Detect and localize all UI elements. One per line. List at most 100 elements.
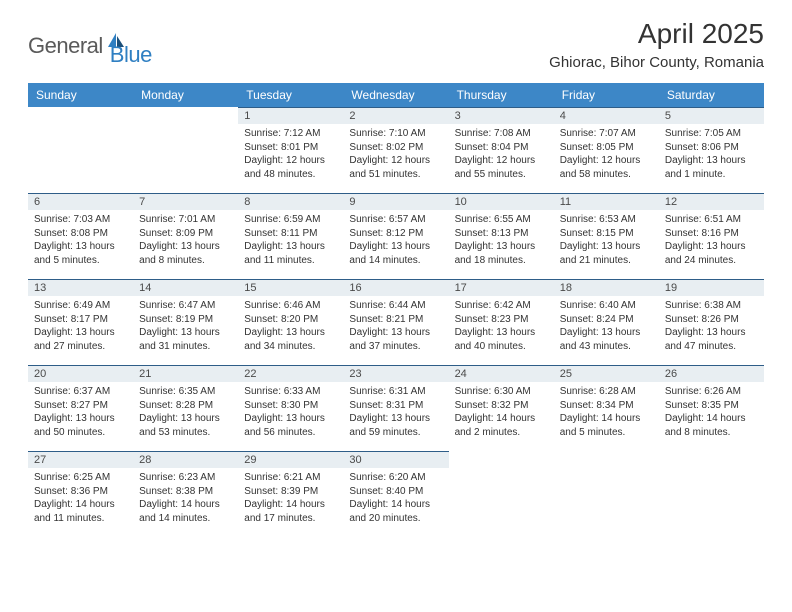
day-number: 20 bbox=[28, 365, 133, 382]
calendar-week-row: 6Sunrise: 7:03 AMSunset: 8:08 PMDaylight… bbox=[28, 193, 764, 279]
sunrise-text: Sunrise: 6:46 AM bbox=[244, 299, 337, 313]
sunrise-text: Sunrise: 6:38 AM bbox=[665, 299, 758, 313]
day-number: 28 bbox=[133, 451, 238, 468]
sunset-text: Sunset: 8:16 PM bbox=[665, 227, 758, 241]
day-details: Sunrise: 7:05 AMSunset: 8:06 PMDaylight:… bbox=[659, 124, 764, 181]
daylight-text: Daylight: 13 hours and 8 minutes. bbox=[139, 240, 232, 267]
sunset-text: Sunset: 8:27 PM bbox=[34, 399, 127, 413]
sunrise-text: Sunrise: 7:07 AM bbox=[560, 127, 653, 141]
location-label: Ghiorac, Bihor County, Romania bbox=[549, 54, 764, 71]
daylight-text: Daylight: 14 hours and 8 minutes. bbox=[665, 412, 758, 439]
daylight-text: Daylight: 13 hours and 50 minutes. bbox=[34, 412, 127, 439]
sunrise-text: Sunrise: 6:57 AM bbox=[349, 213, 442, 227]
day-details: Sunrise: 6:21 AMSunset: 8:39 PMDaylight:… bbox=[238, 468, 343, 525]
daylight-text: Daylight: 13 hours and 27 minutes. bbox=[34, 326, 127, 353]
daylight-text: Daylight: 13 hours and 34 minutes. bbox=[244, 326, 337, 353]
sunset-text: Sunset: 8:04 PM bbox=[455, 141, 548, 155]
day-number: 6 bbox=[28, 193, 133, 210]
day-number: 18 bbox=[554, 279, 659, 296]
day-number: 21 bbox=[133, 365, 238, 382]
day-number: 19 bbox=[659, 279, 764, 296]
sunset-text: Sunset: 8:17 PM bbox=[34, 313, 127, 327]
calendar-day-cell: 24Sunrise: 6:30 AMSunset: 8:32 PMDayligh… bbox=[449, 365, 554, 451]
day-details: Sunrise: 6:38 AMSunset: 8:26 PMDaylight:… bbox=[659, 296, 764, 353]
day-details: Sunrise: 6:31 AMSunset: 8:31 PMDaylight:… bbox=[343, 382, 448, 439]
calendar-day-cell: 21Sunrise: 6:35 AMSunset: 8:28 PMDayligh… bbox=[133, 365, 238, 451]
calendar-day-cell bbox=[449, 451, 554, 537]
calendar-day-cell: 18Sunrise: 6:40 AMSunset: 8:24 PMDayligh… bbox=[554, 279, 659, 365]
daylight-text: Daylight: 12 hours and 58 minutes. bbox=[560, 154, 653, 181]
sunrise-text: Sunrise: 6:30 AM bbox=[455, 385, 548, 399]
sunrise-text: Sunrise: 7:12 AM bbox=[244, 127, 337, 141]
day-number: 22 bbox=[238, 365, 343, 382]
day-number: 10 bbox=[449, 193, 554, 210]
day-number: 3 bbox=[449, 107, 554, 124]
header: General Blue April 2025 Ghiorac, Bihor C… bbox=[28, 18, 764, 71]
daylight-text: Daylight: 13 hours and 1 minute. bbox=[665, 154, 758, 181]
calendar-day-cell: 13Sunrise: 6:49 AMSunset: 8:17 PMDayligh… bbox=[28, 279, 133, 365]
sunrise-text: Sunrise: 6:59 AM bbox=[244, 213, 337, 227]
sunset-text: Sunset: 8:21 PM bbox=[349, 313, 442, 327]
sunset-text: Sunset: 8:28 PM bbox=[139, 399, 232, 413]
day-number bbox=[554, 451, 659, 468]
daylight-text: Daylight: 13 hours and 24 minutes. bbox=[665, 240, 758, 267]
calendar-day-cell bbox=[554, 451, 659, 537]
calendar-day-cell: 22Sunrise: 6:33 AMSunset: 8:30 PMDayligh… bbox=[238, 365, 343, 451]
calendar-week-row: 1Sunrise: 7:12 AMSunset: 8:01 PMDaylight… bbox=[28, 107, 764, 193]
weekday-header: Wednesday bbox=[343, 83, 448, 107]
day-number: 27 bbox=[28, 451, 133, 468]
daylight-text: Daylight: 14 hours and 14 minutes. bbox=[139, 498, 232, 525]
sunset-text: Sunset: 8:26 PM bbox=[665, 313, 758, 327]
day-number: 24 bbox=[449, 365, 554, 382]
daylight-text: Daylight: 14 hours and 20 minutes. bbox=[349, 498, 442, 525]
daylight-text: Daylight: 13 hours and 5 minutes. bbox=[34, 240, 127, 267]
calendar-day-cell: 28Sunrise: 6:23 AMSunset: 8:38 PMDayligh… bbox=[133, 451, 238, 537]
day-details: Sunrise: 6:35 AMSunset: 8:28 PMDaylight:… bbox=[133, 382, 238, 439]
day-number: 2 bbox=[343, 107, 448, 124]
daylight-text: Daylight: 13 hours and 31 minutes. bbox=[139, 326, 232, 353]
day-number: 25 bbox=[554, 365, 659, 382]
day-details: Sunrise: 6:25 AMSunset: 8:36 PMDaylight:… bbox=[28, 468, 133, 525]
day-number: 15 bbox=[238, 279, 343, 296]
sunrise-text: Sunrise: 6:53 AM bbox=[560, 213, 653, 227]
day-details: Sunrise: 6:23 AMSunset: 8:38 PMDaylight:… bbox=[133, 468, 238, 525]
sunrise-text: Sunrise: 6:33 AM bbox=[244, 385, 337, 399]
day-details: Sunrise: 6:44 AMSunset: 8:21 PMDaylight:… bbox=[343, 296, 448, 353]
daylight-text: Daylight: 13 hours and 14 minutes. bbox=[349, 240, 442, 267]
calendar-day-cell: 1Sunrise: 7:12 AMSunset: 8:01 PMDaylight… bbox=[238, 107, 343, 193]
calendar-day-cell: 15Sunrise: 6:46 AMSunset: 8:20 PMDayligh… bbox=[238, 279, 343, 365]
sunrise-text: Sunrise: 6:26 AM bbox=[665, 385, 758, 399]
day-details: Sunrise: 6:28 AMSunset: 8:34 PMDaylight:… bbox=[554, 382, 659, 439]
calendar-day-cell bbox=[133, 107, 238, 193]
calendar-week-row: 20Sunrise: 6:37 AMSunset: 8:27 PMDayligh… bbox=[28, 365, 764, 451]
sunrise-text: Sunrise: 6:55 AM bbox=[455, 213, 548, 227]
day-details: Sunrise: 6:59 AMSunset: 8:11 PMDaylight:… bbox=[238, 210, 343, 267]
sunset-text: Sunset: 8:38 PM bbox=[139, 485, 232, 499]
weekday-header-row: Sunday Monday Tuesday Wednesday Thursday… bbox=[28, 83, 764, 107]
day-details: Sunrise: 6:49 AMSunset: 8:17 PMDaylight:… bbox=[28, 296, 133, 353]
calendar-day-cell: 4Sunrise: 7:07 AMSunset: 8:05 PMDaylight… bbox=[554, 107, 659, 193]
day-number: 7 bbox=[133, 193, 238, 210]
calendar-day-cell bbox=[659, 451, 764, 537]
day-details: Sunrise: 6:53 AMSunset: 8:15 PMDaylight:… bbox=[554, 210, 659, 267]
sunrise-text: Sunrise: 6:21 AM bbox=[244, 471, 337, 485]
sunrise-text: Sunrise: 6:31 AM bbox=[349, 385, 442, 399]
daylight-text: Daylight: 14 hours and 11 minutes. bbox=[34, 498, 127, 525]
day-number: 17 bbox=[449, 279, 554, 296]
sunset-text: Sunset: 8:05 PM bbox=[560, 141, 653, 155]
calendar-day-cell: 5Sunrise: 7:05 AMSunset: 8:06 PMDaylight… bbox=[659, 107, 764, 193]
sunrise-text: Sunrise: 6:20 AM bbox=[349, 471, 442, 485]
sunset-text: Sunset: 8:15 PM bbox=[560, 227, 653, 241]
sunrise-text: Sunrise: 6:25 AM bbox=[34, 471, 127, 485]
sunset-text: Sunset: 8:35 PM bbox=[665, 399, 758, 413]
sunrise-text: Sunrise: 6:35 AM bbox=[139, 385, 232, 399]
calendar-day-cell: 8Sunrise: 6:59 AMSunset: 8:11 PMDaylight… bbox=[238, 193, 343, 279]
daylight-text: Daylight: 13 hours and 47 minutes. bbox=[665, 326, 758, 353]
day-details: Sunrise: 6:37 AMSunset: 8:27 PMDaylight:… bbox=[28, 382, 133, 439]
weekday-header: Sunday bbox=[28, 83, 133, 107]
page-title: April 2025 bbox=[549, 18, 764, 50]
sunrise-text: Sunrise: 6:47 AM bbox=[139, 299, 232, 313]
day-number bbox=[659, 451, 764, 468]
sunset-text: Sunset: 8:19 PM bbox=[139, 313, 232, 327]
title-block: April 2025 Ghiorac, Bihor County, Romani… bbox=[549, 18, 764, 71]
